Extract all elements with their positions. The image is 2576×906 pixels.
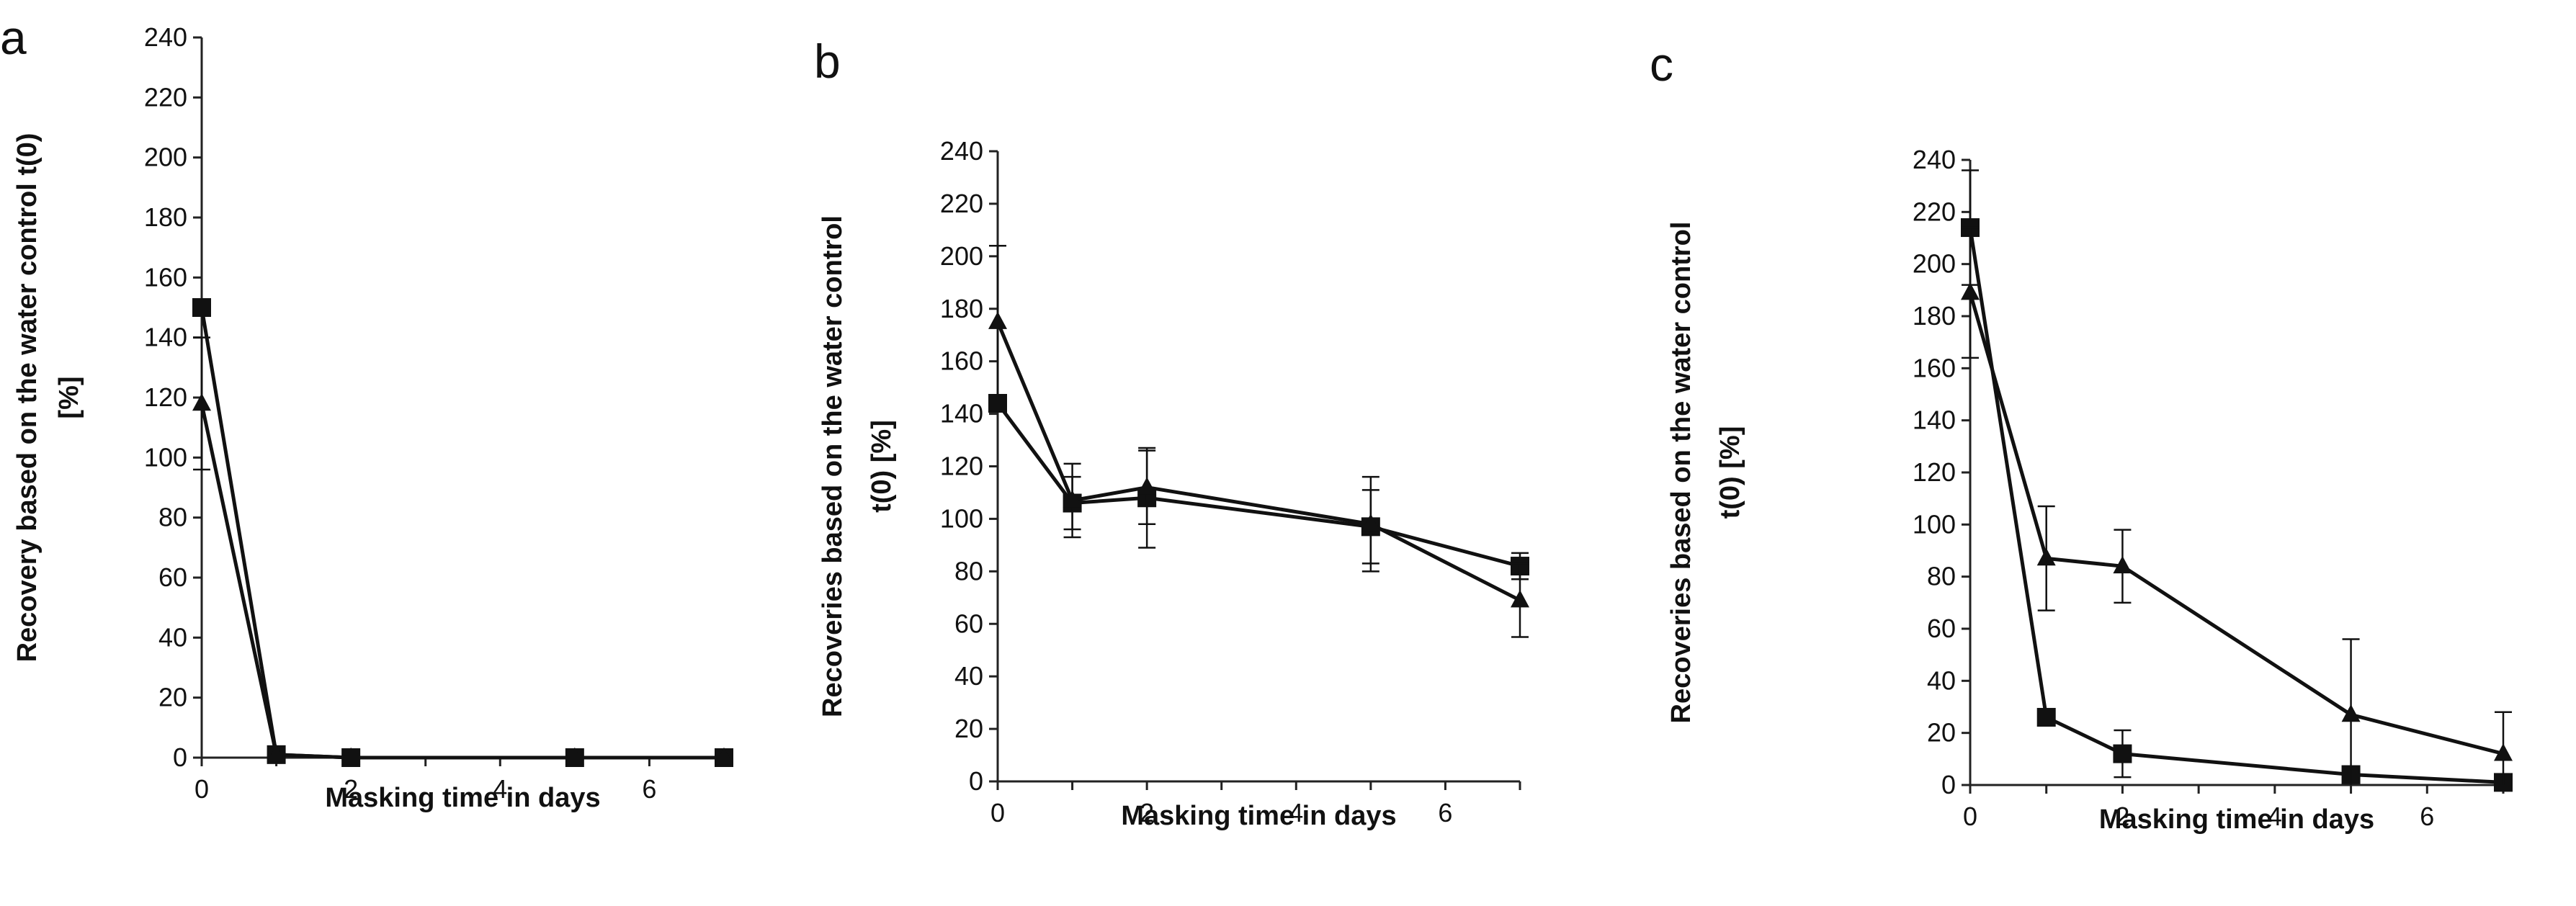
panel-a-y-tick-label: 180 (144, 202, 187, 232)
panel-a-series-square (192, 298, 733, 767)
panel-b-y-tick-label: 20 (954, 714, 983, 743)
panel-a-x-axis-title: Masking time in days (325, 783, 600, 813)
panel-b-x-tick-label: 6 (1438, 798, 1452, 827)
panel-a-x-tick-label: 4 (493, 774, 507, 804)
panel-c-y-axis-title-line: Recoveries based on the water control (1666, 222, 1696, 724)
panel-b-y-tick-label: 140 (940, 399, 983, 429)
panel-c-y-tick-label: 140 (1913, 405, 1956, 435)
panel-a-y-axis-title-line: [%] (54, 376, 84, 418)
panel-a-y-tick-label: 240 (144, 22, 187, 52)
panel-c-square-line (1968, 227, 2504, 784)
panel-c-x-tick-label: 0 (1963, 802, 1977, 831)
panel-c-letter: c (1650, 37, 1673, 91)
panel-c-y-tick-label: 0 (1941, 770, 1956, 799)
panel-b-triangle-point (1137, 477, 1157, 495)
panel-c-series-triangle (1961, 226, 2513, 785)
panel-c-triangle-point (2494, 743, 2513, 761)
panel-b-series-square (988, 394, 1529, 580)
panel-c-y-tick-label: 40 (1927, 665, 1956, 695)
panel-b-x-axis-title: Masking time in days (1121, 801, 1396, 831)
panel-a-y-tick-label: 80 (158, 503, 187, 532)
panel-b-x-tick-label: 0 (990, 798, 1005, 827)
panel-a-x-tick-label: 2 (344, 774, 358, 804)
panel-a-y-tick-label: 100 (144, 442, 187, 472)
panel-b-y-tick-label: 0 (969, 766, 983, 796)
panel-a-triangle-point (715, 747, 733, 765)
panel-a-triangle-point (192, 393, 211, 411)
panel-c-y-tick-label: 180 (1913, 301, 1956, 331)
panel-a-y-tick-label: 0 (173, 743, 187, 772)
panel-b-y-tick-label: 240 (940, 136, 983, 166)
panel-c-x-axis-title: Masking time in days (2099, 804, 2374, 835)
panel-a-y-tick-label: 120 (144, 382, 187, 412)
panel-b: b 0 20 40 60 80 100 120 140 160 180 200 220 240 0 2 4 6 Ma… (814, 35, 1529, 831)
panel-c-y-axis-title-line: t(0) [%] (1715, 426, 1745, 519)
panel-c-y-tick-label: 220 (1913, 197, 1956, 226)
panel-c-y-tick-label: 200 (1913, 249, 1956, 279)
panel-a-letter: a (0, 11, 27, 64)
panel-a-series-triangle (192, 336, 733, 765)
panel-c-x-tick-label: 2 (2115, 802, 2129, 831)
panel-b-triangle-point (1361, 513, 1380, 532)
panel-c: c 0 20 40 60 80 100 120 140 160 180 200 220 240 0 2 4 6 Ma… (1650, 37, 2513, 835)
panel-c-y-tick-label: 120 (1913, 457, 1956, 487)
panel-c-y-tick-label: 20 (1927, 718, 1956, 748)
panel-c-triangle-point (2036, 548, 2056, 566)
panel-b-square-line (996, 402, 1521, 568)
panel-a-y-tick-label: 160 (144, 262, 187, 292)
panel-b-letter: b (814, 35, 841, 88)
panel-b-x-tick-label: 4 (1289, 798, 1303, 827)
panel-c-series-square (1961, 169, 2513, 792)
panel-c-y-tick-label: 100 (1913, 509, 1956, 539)
panel-c-y-tick-label: 60 (1927, 614, 1956, 643)
panel-c-triangle-point (2341, 704, 2361, 722)
panel-a-y-tick-label: 200 (144, 143, 187, 172)
panel-b-y-tick-label: 100 (940, 503, 983, 533)
panel-b-y-tick-label: 220 (940, 189, 983, 218)
panel-a-triangle-point (267, 744, 286, 762)
panel-a-triangle-point (565, 747, 584, 765)
panel-b-x-tick-label: 2 (1140, 798, 1154, 827)
panel-a-square-point (192, 298, 211, 317)
panel-b-triangle-point (1511, 590, 1529, 608)
panel-c-y-tick-label: 80 (1927, 562, 1956, 591)
panel-b-y-tick-label: 200 (940, 241, 983, 271)
panel-a-y-axis-title-line: Recovery based on the water control t(0) (12, 133, 43, 663)
panel-a-x-tick-label: 0 (194, 774, 209, 804)
panel-b-y-tick-label: 160 (940, 346, 983, 376)
panel-b-y-tick-label: 180 (940, 294, 983, 323)
panel-b-y-tick-label: 40 (954, 661, 983, 691)
panel-a-x-tick-label: 6 (642, 774, 656, 804)
panel-a-y-tick-label: 140 (144, 323, 187, 352)
panel-a-y-tick-label: 220 (144, 82, 187, 112)
panel-c-triangle-point (2113, 555, 2132, 574)
panel-a-triangle-line (200, 403, 724, 760)
panel-a-triangle-point (341, 747, 361, 765)
panel-a-y-tick-label: 20 (158, 683, 187, 712)
panel-c-y-tick-label: 160 (1913, 353, 1956, 382)
panel-b-y-axis-title-line: t(0) [%] (867, 420, 897, 513)
panel-a-y-tick-label: 40 (158, 622, 187, 652)
panel-b-y-tick-label: 60 (954, 609, 983, 638)
panel-a: a 0 20 40 60 80 100 120 140 160 180 200 220 240 0 2 4 6 Ma… (0, 11, 733, 813)
panel-c-square-point (2036, 707, 2056, 727)
panel-c-y-tick-label: 240 (1913, 145, 1956, 174)
panel-b-y-tick-label: 120 (940, 452, 983, 481)
panel-b-series-triangle (988, 245, 1529, 638)
panel-a-square-line (200, 307, 724, 760)
panel-b-triangle-point (1063, 490, 1082, 508)
panel-b-y-axis-title-line: Recoveries based on the water control (818, 215, 848, 717)
panel-c-x-tick-label: 6 (2420, 802, 2434, 831)
panel-c-x-tick-label: 4 (2268, 802, 2282, 831)
panel-c-triangle-line (1968, 292, 2504, 756)
panel-b-y-tick-label: 80 (954, 556, 983, 586)
panel-b-triangle-line (996, 321, 1521, 602)
panel-c-triangle-point (1961, 282, 1980, 300)
panel-b-triangle-point (988, 311, 1007, 329)
panel-a-y-tick-label: 60 (158, 562, 187, 592)
panel-c-square-point (2113, 744, 2132, 763)
